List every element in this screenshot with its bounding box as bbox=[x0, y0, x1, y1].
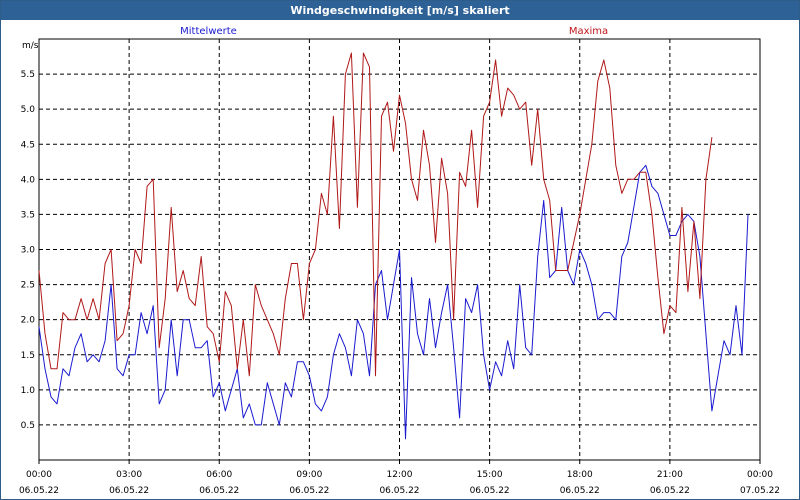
series-lines bbox=[38, 52, 749, 440]
legend-mittelwerte: Mittelwerte bbox=[180, 26, 237, 37]
legend-maxima: Maxima bbox=[568, 26, 609, 37]
x-tick-date: 06.05.22 bbox=[109, 486, 149, 496]
x-tick-date: 06.05.22 bbox=[470, 486, 510, 496]
y-tick-label: 1.5 bbox=[21, 351, 35, 361]
x-tick-date: 06.05.22 bbox=[379, 486, 419, 496]
y-tick-label: 3.0 bbox=[21, 246, 36, 256]
x-tick-time: 00:00 bbox=[26, 470, 52, 480]
y-tick-label: 2.0 bbox=[21, 316, 36, 326]
series-line-maxima bbox=[38, 52, 713, 377]
y-tick-label: 4.5 bbox=[21, 140, 35, 150]
x-tick-time: 12:00 bbox=[387, 470, 413, 480]
x-tick-time: 18:00 bbox=[567, 470, 593, 480]
x-tick-time: 06:00 bbox=[206, 470, 232, 480]
y-tick-label: 0.5 bbox=[21, 421, 35, 431]
y-axis-unit: m/s bbox=[22, 41, 39, 51]
x-tick-date: 07.05.22 bbox=[740, 486, 780, 496]
x-tick-time: 15:00 bbox=[477, 470, 503, 480]
y-tick-label: 3.5 bbox=[21, 210, 35, 220]
y-axis-ticks: 0.5 1.0 1.5 2.0 2.5 3.0 3.5 4.0 4.5 5.0 5.5 bbox=[21, 70, 36, 431]
chart-title: Windgeschwindigkeit [m/s] skaliert bbox=[1, 1, 799, 20]
x-tick-time: 09:00 bbox=[296, 470, 322, 480]
x-tick-date: 06.05.22 bbox=[289, 486, 329, 496]
y-tick-label: 2.5 bbox=[21, 281, 35, 291]
y-tick-label: 5.0 bbox=[21, 105, 36, 115]
x-tick-date: 06.05.22 bbox=[560, 486, 600, 496]
x-axis-ticks: 00:00 06.05.22 03:00 06.05.22 06:00 06.05.22 0… bbox=[19, 460, 780, 496]
y-tick-label: 4.0 bbox=[21, 175, 36, 185]
x-tick-time: 00:00 bbox=[747, 470, 773, 480]
series-line-mittelwerte bbox=[38, 164, 749, 440]
x-tick-date: 06.05.22 bbox=[650, 486, 690, 496]
y-tick-label: 5.5 bbox=[21, 70, 35, 80]
x-tick-time: 21:00 bbox=[657, 470, 683, 480]
y-tick-label: 1.0 bbox=[21, 386, 36, 396]
x-tick-date: 06.05.22 bbox=[199, 486, 239, 496]
x-tick-time: 03:00 bbox=[116, 470, 142, 480]
x-tick-date: 06.05.22 bbox=[19, 486, 59, 496]
